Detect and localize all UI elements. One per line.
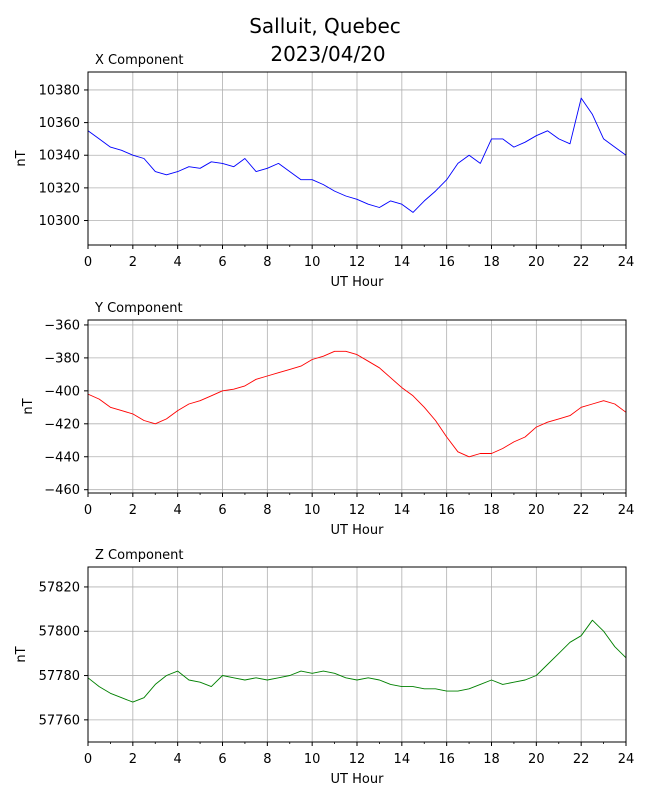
y-component-panel: 0 2 4 6 8 10 12 14 16 18 20 22 24−460−440−420−400−38… xyxy=(21,301,634,538)
z-xtick-label: 2 xyxy=(129,752,137,767)
x-ytick-label: 10320 xyxy=(39,181,80,196)
z-xtick-label: 12 xyxy=(349,752,366,767)
x-xtick-label: 16 xyxy=(438,255,455,270)
z-xtick-label: 16 xyxy=(438,752,455,767)
z-ytick-label: 57820 xyxy=(39,580,80,595)
x-component-panel: 0 2 4 6 8 10 12 14 16 18 20 22 241030010320103401036… xyxy=(14,53,634,290)
panels: 0 2 4 6 8 10 12 14 16 18 20 22 241030010320103401036… xyxy=(14,53,634,787)
z-xtick-label: 14 xyxy=(394,752,411,767)
z-xtick-label: 8 xyxy=(263,752,271,767)
y-ytick-label: −420 xyxy=(44,417,80,432)
z-xaxis-label: UT Hour xyxy=(331,772,385,787)
x-xtick-label: 6 xyxy=(218,255,226,270)
z-ytick-label: 57800 xyxy=(39,625,80,640)
y-ytick-label: −360 xyxy=(44,318,80,333)
y-xaxis-label: UT Hour xyxy=(331,523,385,538)
z-yaxis-label: nT xyxy=(14,646,29,662)
z-xtick-label: 18 xyxy=(483,752,500,767)
x-ytick-label: 10340 xyxy=(39,149,80,164)
y-xtick-label: 10 xyxy=(304,503,321,518)
z-series-line xyxy=(87,619,627,703)
x-xtick-label: 24 xyxy=(618,255,635,270)
y-series-line xyxy=(87,350,627,458)
z-xtick-label: 0 xyxy=(84,752,92,767)
x-xtick-label: 22 xyxy=(573,255,590,270)
y-yaxis-label: nT xyxy=(21,398,36,414)
z-xtick-label: 22 xyxy=(573,752,590,767)
y-xtick-label: 0 xyxy=(84,503,92,518)
z-xtick-label: 24 xyxy=(618,752,635,767)
y-ytick-label: −380 xyxy=(44,351,80,366)
y-ytick-label: −400 xyxy=(44,384,80,399)
x-xtick-label: 10 xyxy=(304,255,321,270)
x-xtick-label: 8 xyxy=(263,255,271,270)
x-xtick-label: 18 xyxy=(483,255,500,270)
y-xtick-label: 8 xyxy=(263,503,271,518)
x-ytick-label: 10380 xyxy=(39,83,80,98)
y-panel-title: Y Component xyxy=(94,301,183,316)
z-xtick-label: 20 xyxy=(528,752,545,767)
y-xtick-label: 20 xyxy=(528,503,545,518)
x-xtick-label: 4 xyxy=(174,255,182,270)
x-xtick-label: 20 xyxy=(528,255,545,270)
x-xtick-label: 14 xyxy=(394,255,411,270)
x-yaxis-label: nT xyxy=(14,150,29,166)
y-ytick-label: −440 xyxy=(44,450,80,465)
x-ytick-label: 10360 xyxy=(39,116,80,131)
z-xtick-label: 10 xyxy=(304,752,321,767)
z-panel-title: Z Component xyxy=(95,548,184,563)
x-xtick-label: 12 xyxy=(349,255,366,270)
x-series-line xyxy=(87,97,627,213)
z-component-panel: 0 2 4 6 8 10 12 14 16 18 20 22 245776057780578005782… xyxy=(14,548,634,787)
x-xtick-label: 2 xyxy=(129,255,137,270)
x-panel-title: X Component xyxy=(95,53,184,68)
figure-title-line2: 2023/04/20 xyxy=(270,42,385,66)
figure-title-line1: Salluit, Quebec xyxy=(249,14,401,38)
z-ytick-label: 57780 xyxy=(39,669,80,684)
y-xtick-label: 24 xyxy=(618,503,635,518)
x-xaxis-label: UT Hour xyxy=(331,275,385,290)
y-ytick-label: −460 xyxy=(44,483,80,498)
y-xtick-label: 4 xyxy=(174,503,182,518)
y-xtick-label: 6 xyxy=(218,503,226,518)
x-xtick-label: 0 xyxy=(84,255,92,270)
y-xtick-label: 18 xyxy=(483,503,500,518)
y-xtick-label: 22 xyxy=(573,503,590,518)
z-ytick-label: 57760 xyxy=(39,713,80,728)
x-ytick-label: 10300 xyxy=(39,214,80,229)
z-xtick-label: 6 xyxy=(218,752,226,767)
y-xtick-label: 2 xyxy=(129,503,137,518)
y-xtick-label: 12 xyxy=(349,503,366,518)
y-xtick-label: 14 xyxy=(394,503,411,518)
z-xtick-label: 4 xyxy=(174,752,182,767)
y-xtick-label: 16 xyxy=(438,503,455,518)
